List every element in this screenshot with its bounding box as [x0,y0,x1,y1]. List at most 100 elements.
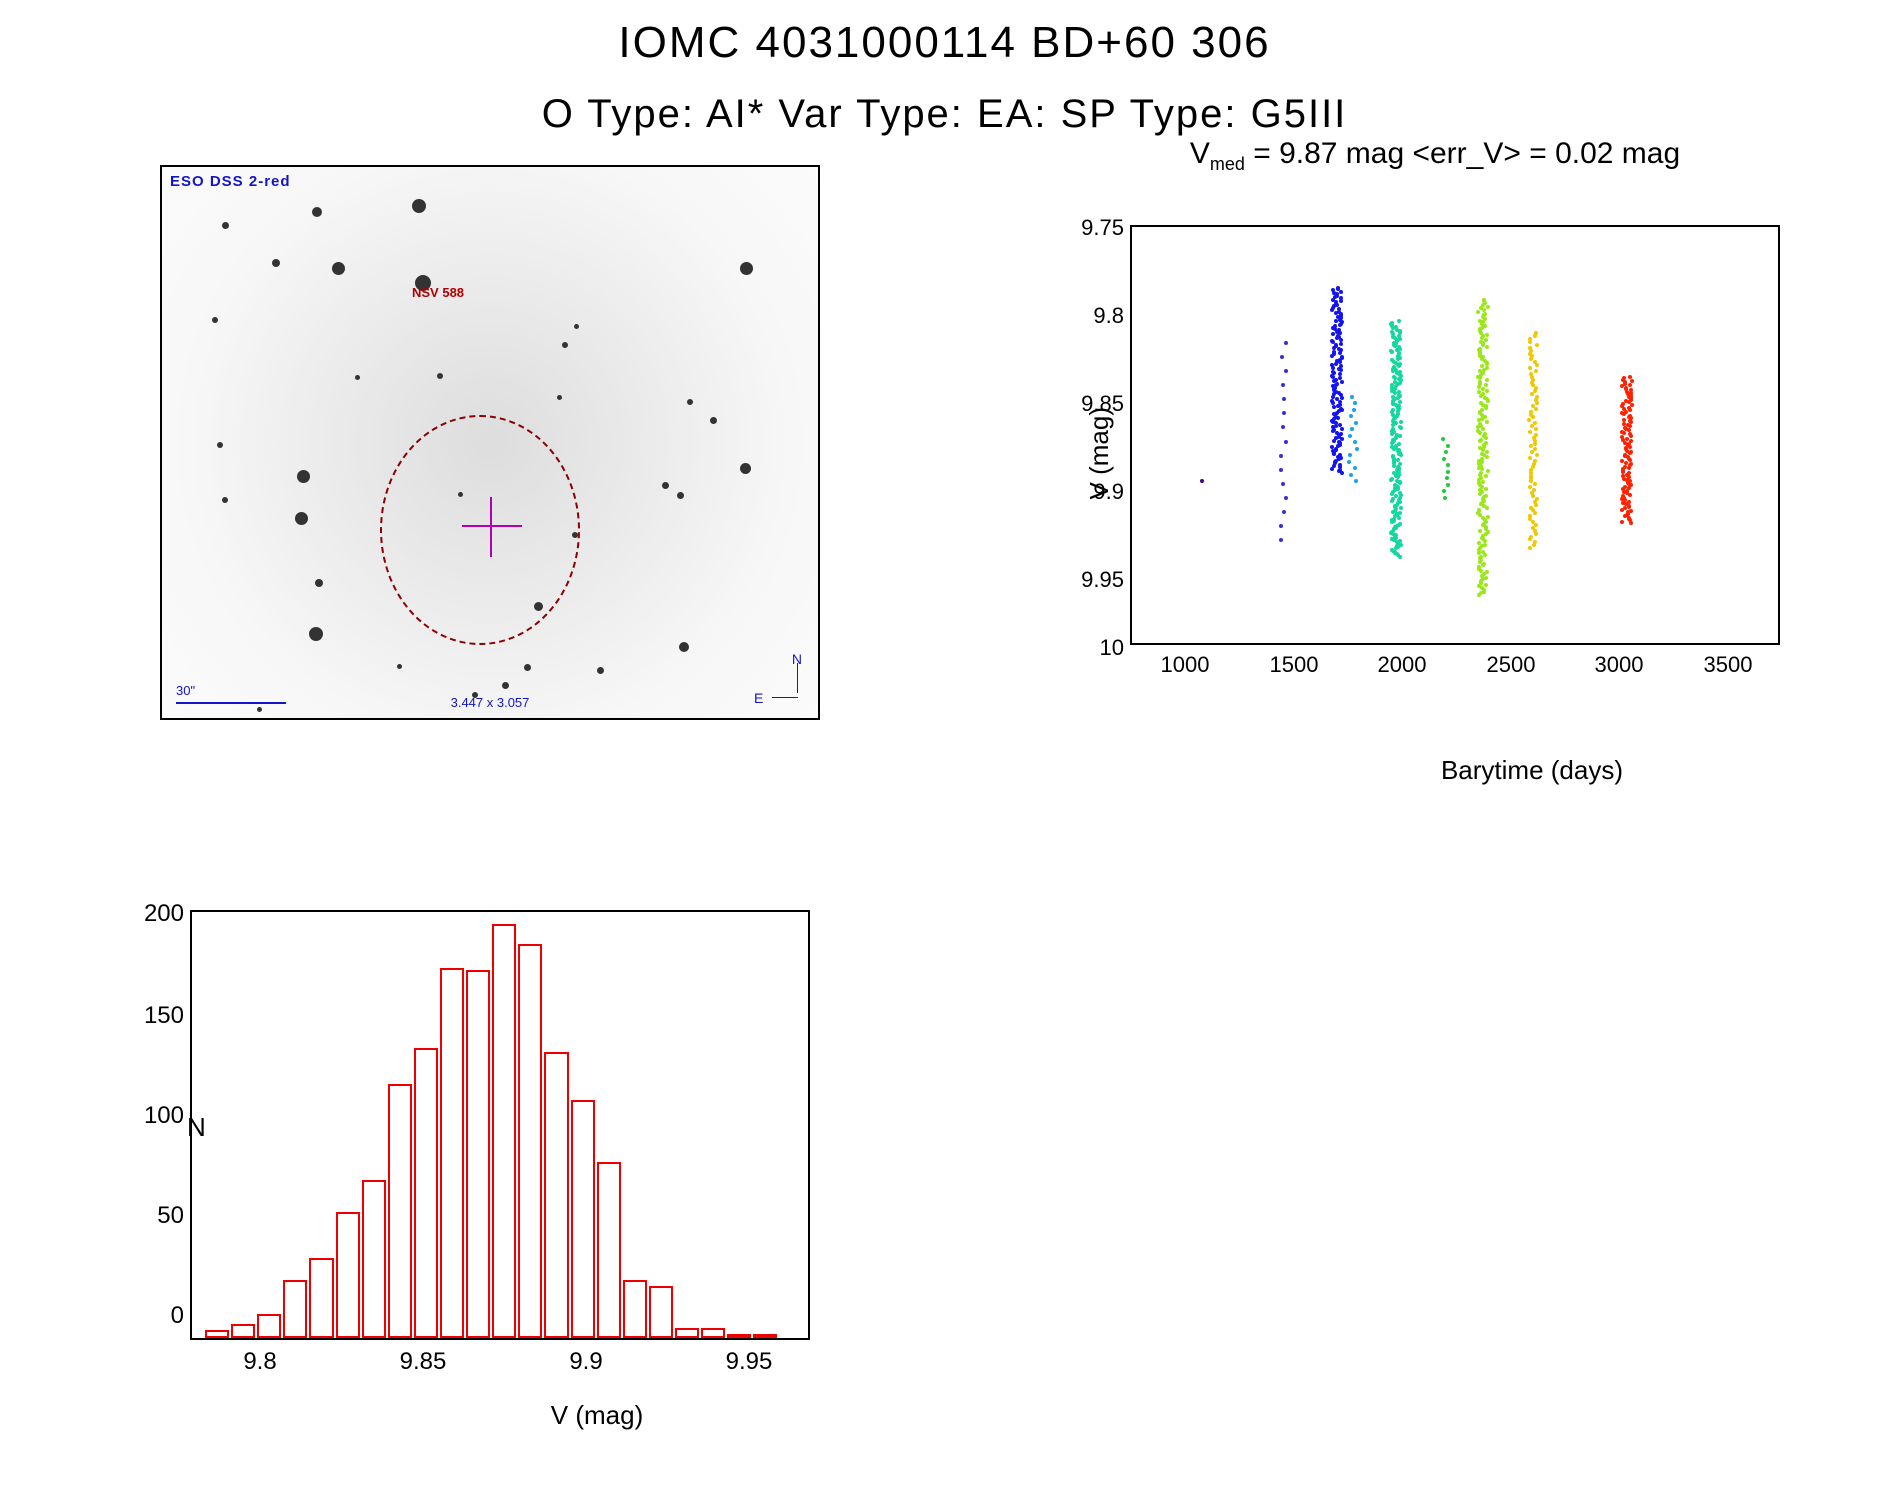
histogram-bar[interactable] [701,1328,725,1338]
histogram-bar[interactable] [597,1162,621,1338]
lightcurve-data-point [1284,341,1288,345]
iomc-report-page: IOMC 4031000114 BD+60 306 O Type: AI* Va… [0,0,1889,1494]
background-star [315,579,323,587]
scale-bar [176,702,286,704]
histogram-bar[interactable] [623,1280,647,1338]
lightcurve-data-point [1446,483,1450,487]
lightcurve-data-point [1484,383,1488,387]
lightcurve-data-point [1446,444,1450,448]
background-star [679,642,689,652]
background-star [212,317,218,323]
lightcurve-data-point [1396,458,1400,462]
scatter-xtick: 2000 [1378,652,1427,678]
histogram-bar[interactable] [492,924,516,1338]
background-star [687,399,693,405]
lightcurve-data-point [1528,537,1532,541]
lightcurve-data-point [1528,366,1532,370]
background-star [710,417,717,424]
lightcurve-data-point [1390,350,1394,354]
lightcurve-data-point [1629,434,1633,438]
scatter-ytick: 9.95 [1074,567,1124,593]
lightcurve-data-point [1628,383,1632,387]
lightcurve-data-point [1340,380,1344,384]
lightcurve-data-point [1390,432,1394,436]
histogram-bar[interactable] [518,944,542,1338]
lightcurve-data-point [1620,384,1624,388]
lightcurve-data-point [1485,455,1489,459]
histogram-xtick: 9.8 [243,1348,276,1376]
lightcurve-data-point [1397,319,1401,323]
histogram-bar[interactable] [414,1048,438,1338]
lightcurve-data-point [1398,555,1402,559]
lightcurve-data-point [1390,499,1394,503]
histogram-bar[interactable] [544,1052,568,1338]
lightcurve-data-point [1531,415,1535,419]
scatter-xtick: 1500 [1270,652,1319,678]
lightcurve-data-point [1353,440,1357,444]
histogram-bar[interactable] [571,1100,595,1338]
compass-e-label: E [754,690,763,706]
histogram-bar[interactable] [362,1180,386,1338]
scatter-xtick: 3000 [1595,652,1644,678]
histogram-bar[interactable] [388,1084,412,1338]
histogram-plot-area[interactable]: N V (mag) 200 150 100 50 0 9.8 9.85 9.9 … [190,910,810,1340]
background-star [524,664,531,671]
lightcurve-data-point [1331,366,1335,370]
histogram-bar[interactable] [309,1258,333,1338]
background-star [297,470,310,483]
lightcurve-data-point [1339,299,1343,303]
lightcurve-data-point [1332,439,1336,443]
lightcurve-data-point [1390,520,1394,524]
background-star [597,667,604,674]
histogram-bar[interactable] [440,968,464,1338]
lightcurve-data-point [1629,509,1633,513]
lightcurve-data-point [1398,434,1402,438]
lightcurve-data-point [1530,424,1534,428]
finder-chart-panel: ESO DSS 2-red NSV 588 30" 3.447 x 3.057 … [160,165,820,720]
histogram-bar[interactable] [336,1212,360,1338]
lightcurve-data-point [1281,383,1285,387]
lightcurve-data-point [1348,453,1352,457]
lightcurve-data-point [1529,479,1533,483]
lightcurve-data-point [1399,420,1403,424]
background-star [222,497,228,503]
histogram-bar[interactable] [466,970,490,1338]
lightcurve-data-point [1481,563,1485,567]
lightcurve-data-point [1533,511,1537,515]
lightcurve-data-point [1528,546,1532,550]
lightcurve-data-point [1330,354,1334,358]
histogram-bar[interactable] [675,1328,699,1338]
histogram-bar[interactable] [283,1280,307,1338]
lightcurve-data-point [1280,355,1284,359]
target-crosshair[interactable] [462,497,522,557]
lightcurve-data-point [1535,363,1539,367]
background-star [574,324,579,329]
background-star [437,373,443,379]
lightcurve-data-point [1486,305,1490,309]
lightcurve-data-point [1534,369,1538,373]
lightcurve-data-point [1443,496,1447,500]
lightcurve-data-point [1446,470,1450,474]
lightcurve-data-point [1399,426,1403,430]
lightcurve-data-point [1338,323,1342,327]
histogram-bar[interactable] [257,1314,281,1338]
histogram-bar[interactable] [231,1324,255,1338]
histogram-bar[interactable] [649,1286,673,1338]
histogram-bar[interactable] [205,1330,229,1338]
lightcurve-data-point [1282,397,1286,401]
lightcurve-data-point [1348,434,1352,438]
scatter-plot-area[interactable]: V (mag) Barytime (days) 9.75 9.8 9.85 9.… [1130,225,1780,645]
lightcurve-data-point [1339,342,1343,346]
image-dimensions-label: 3.447 x 3.057 [451,695,530,710]
background-star [562,342,568,348]
catalog-label: ESO DSS 2-red [170,173,291,190]
scale-bar-label: 30" [176,683,195,698]
background-star [217,442,223,448]
lightcurve-data-point [1533,442,1537,446]
lightcurve-data-point [1397,516,1401,520]
histogram-bar[interactable] [753,1334,777,1338]
finder-image[interactable]: ESO DSS 2-red NSV 588 30" 3.447 x 3.057 … [162,167,818,718]
histogram-bar[interactable] [727,1334,751,1338]
lightcurve-data-point [1486,399,1490,403]
background-star [257,707,262,712]
